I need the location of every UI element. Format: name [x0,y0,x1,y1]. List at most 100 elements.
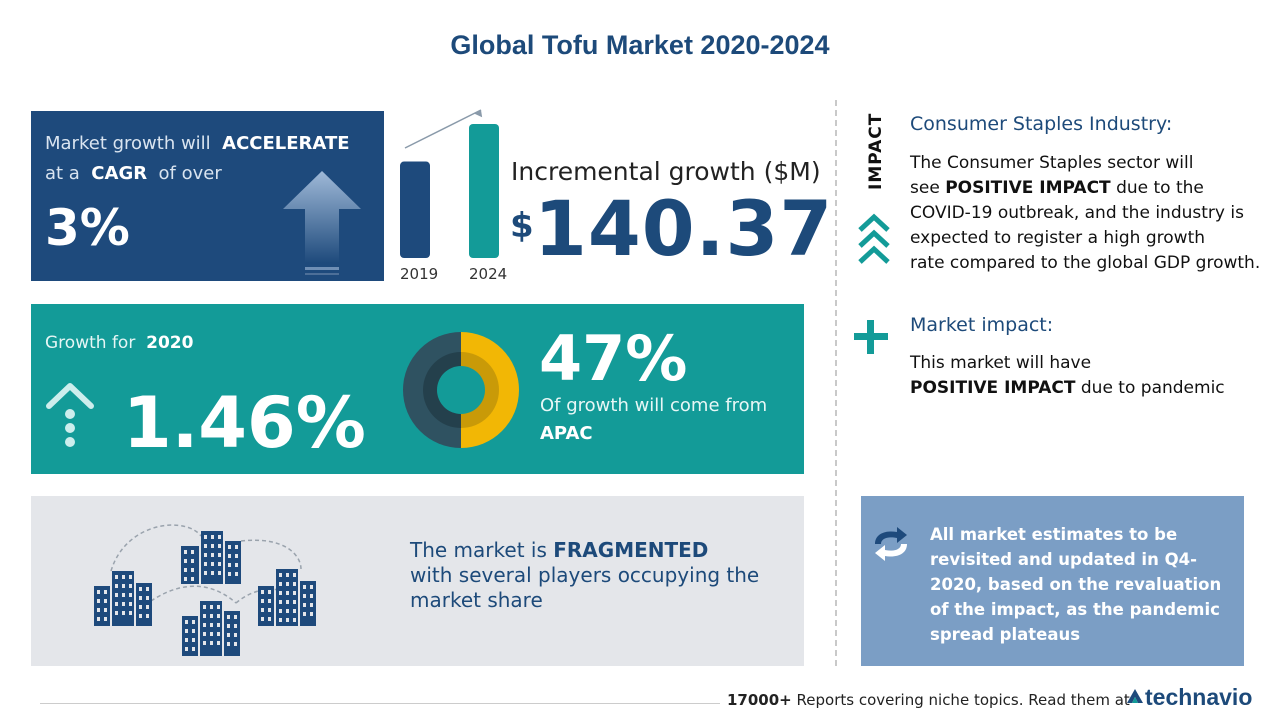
building-window [261,590,264,594]
building-window [204,562,207,566]
building-window [279,600,282,604]
building-window [129,584,132,588]
building-window [268,617,271,621]
building-window [97,599,100,603]
building-window [139,605,142,609]
building-window [184,577,187,581]
building-window [217,605,220,609]
building-window [235,545,238,549]
building-window [227,615,230,619]
building-window [310,594,313,598]
industry-line2-suffix: due to the [1116,178,1204,198]
technavio-logo[interactable]: technavio [1125,684,1252,711]
building-window [192,620,195,624]
building [182,616,198,656]
growth-label-prefix: Growth for [45,333,136,353]
building-window [227,633,230,637]
building-window [293,618,296,622]
chevrons-up-icon [858,213,890,264]
fragmented-emphasis: FRAGMENTED [553,538,709,562]
building-window [261,608,264,612]
incremental-currency: $ [510,206,534,246]
building-window [122,575,125,579]
cagr-line-2: at a CAGR of over [45,163,222,184]
building-window [286,582,289,586]
growth-arrow-icon [46,383,94,447]
estimates-note-text: All market estimates to be revisited and… [930,522,1221,647]
fragmented-panel: The market is FRAGMENTED with several pl… [31,496,804,666]
building-window [211,562,214,566]
building-window [228,572,231,576]
building-window [293,573,296,577]
bar-label-2019: 2019 [400,265,439,283]
building-window [228,545,231,549]
cagr-line2-emphasis: CAGR [91,163,148,184]
building-window [303,585,306,589]
market-impact-body: This market will have POSITIVE IMPACT du… [910,351,1225,401]
building-window [129,602,132,606]
building-window [211,553,214,557]
incremental-bars [400,109,499,258]
building [200,601,222,656]
building-window [185,647,188,651]
building-window [192,647,195,651]
building-window [210,641,213,645]
building-window [235,554,238,558]
building-window [129,575,132,579]
building-window [115,584,118,588]
building-window [139,614,142,618]
fragmented-prefix: The market is [410,538,547,562]
building-window [217,623,220,627]
building-window [279,582,282,586]
building-window [211,535,214,539]
note-line-2: revisited and updated in Q4- [930,550,1197,569]
building-window [261,599,264,603]
building-window [191,568,194,572]
building-window [184,568,187,572]
region-share-text: Of growth will come from [540,395,768,416]
building-window [191,559,194,563]
building-window [115,602,118,606]
building-window [228,563,231,567]
market-impact-suffix: due to pandemic [1080,378,1225,398]
building-window [122,593,125,597]
note-line-4: of the impact, as the pandemic [930,600,1220,619]
building-window [185,638,188,642]
building-window [235,572,238,576]
note-line-5: spread plateaus [930,625,1081,644]
building-window [104,590,107,594]
note-line-1: All market estimates to be [930,525,1178,544]
footer-description: Reports covering niche topics. Read them… [796,691,1130,709]
growth-trend-arrowhead [473,110,483,118]
building-window [218,562,221,566]
building-window [261,617,264,621]
fragmented-line-2: with several players occupying the [410,563,760,587]
up-arrow-icon [283,171,361,275]
cagr-line2-suffix: of over [158,163,222,184]
building-window [210,623,213,627]
building-window [218,571,221,575]
impact-vertical-label: IMPACT [866,112,886,190]
cagr-line1-prefix: Market growth will [45,133,211,154]
building-window [185,629,188,633]
plus-icon [854,320,888,354]
industry-body: The Consumer Staples sector will see POS… [910,151,1260,276]
growth-label: Growth for 2020 [45,333,193,353]
building-window [203,641,206,645]
building-window [146,587,149,591]
building-window [185,620,188,624]
building-window [184,559,187,563]
industry-line-5: rate compared to the global GDP growth. [910,253,1261,273]
building-window [97,617,100,621]
cagr-line1-emphasis: ACCELERATE [222,133,350,154]
building [224,611,240,656]
building-window [217,632,220,636]
building-window [293,600,296,604]
building-window [115,575,118,579]
building-window [303,612,306,616]
building-window [97,590,100,594]
industry-line-2: see POSITIVE IMPACT due to the [910,176,1260,201]
building-window [104,608,107,612]
building-window [310,585,313,589]
building-window [293,609,296,613]
